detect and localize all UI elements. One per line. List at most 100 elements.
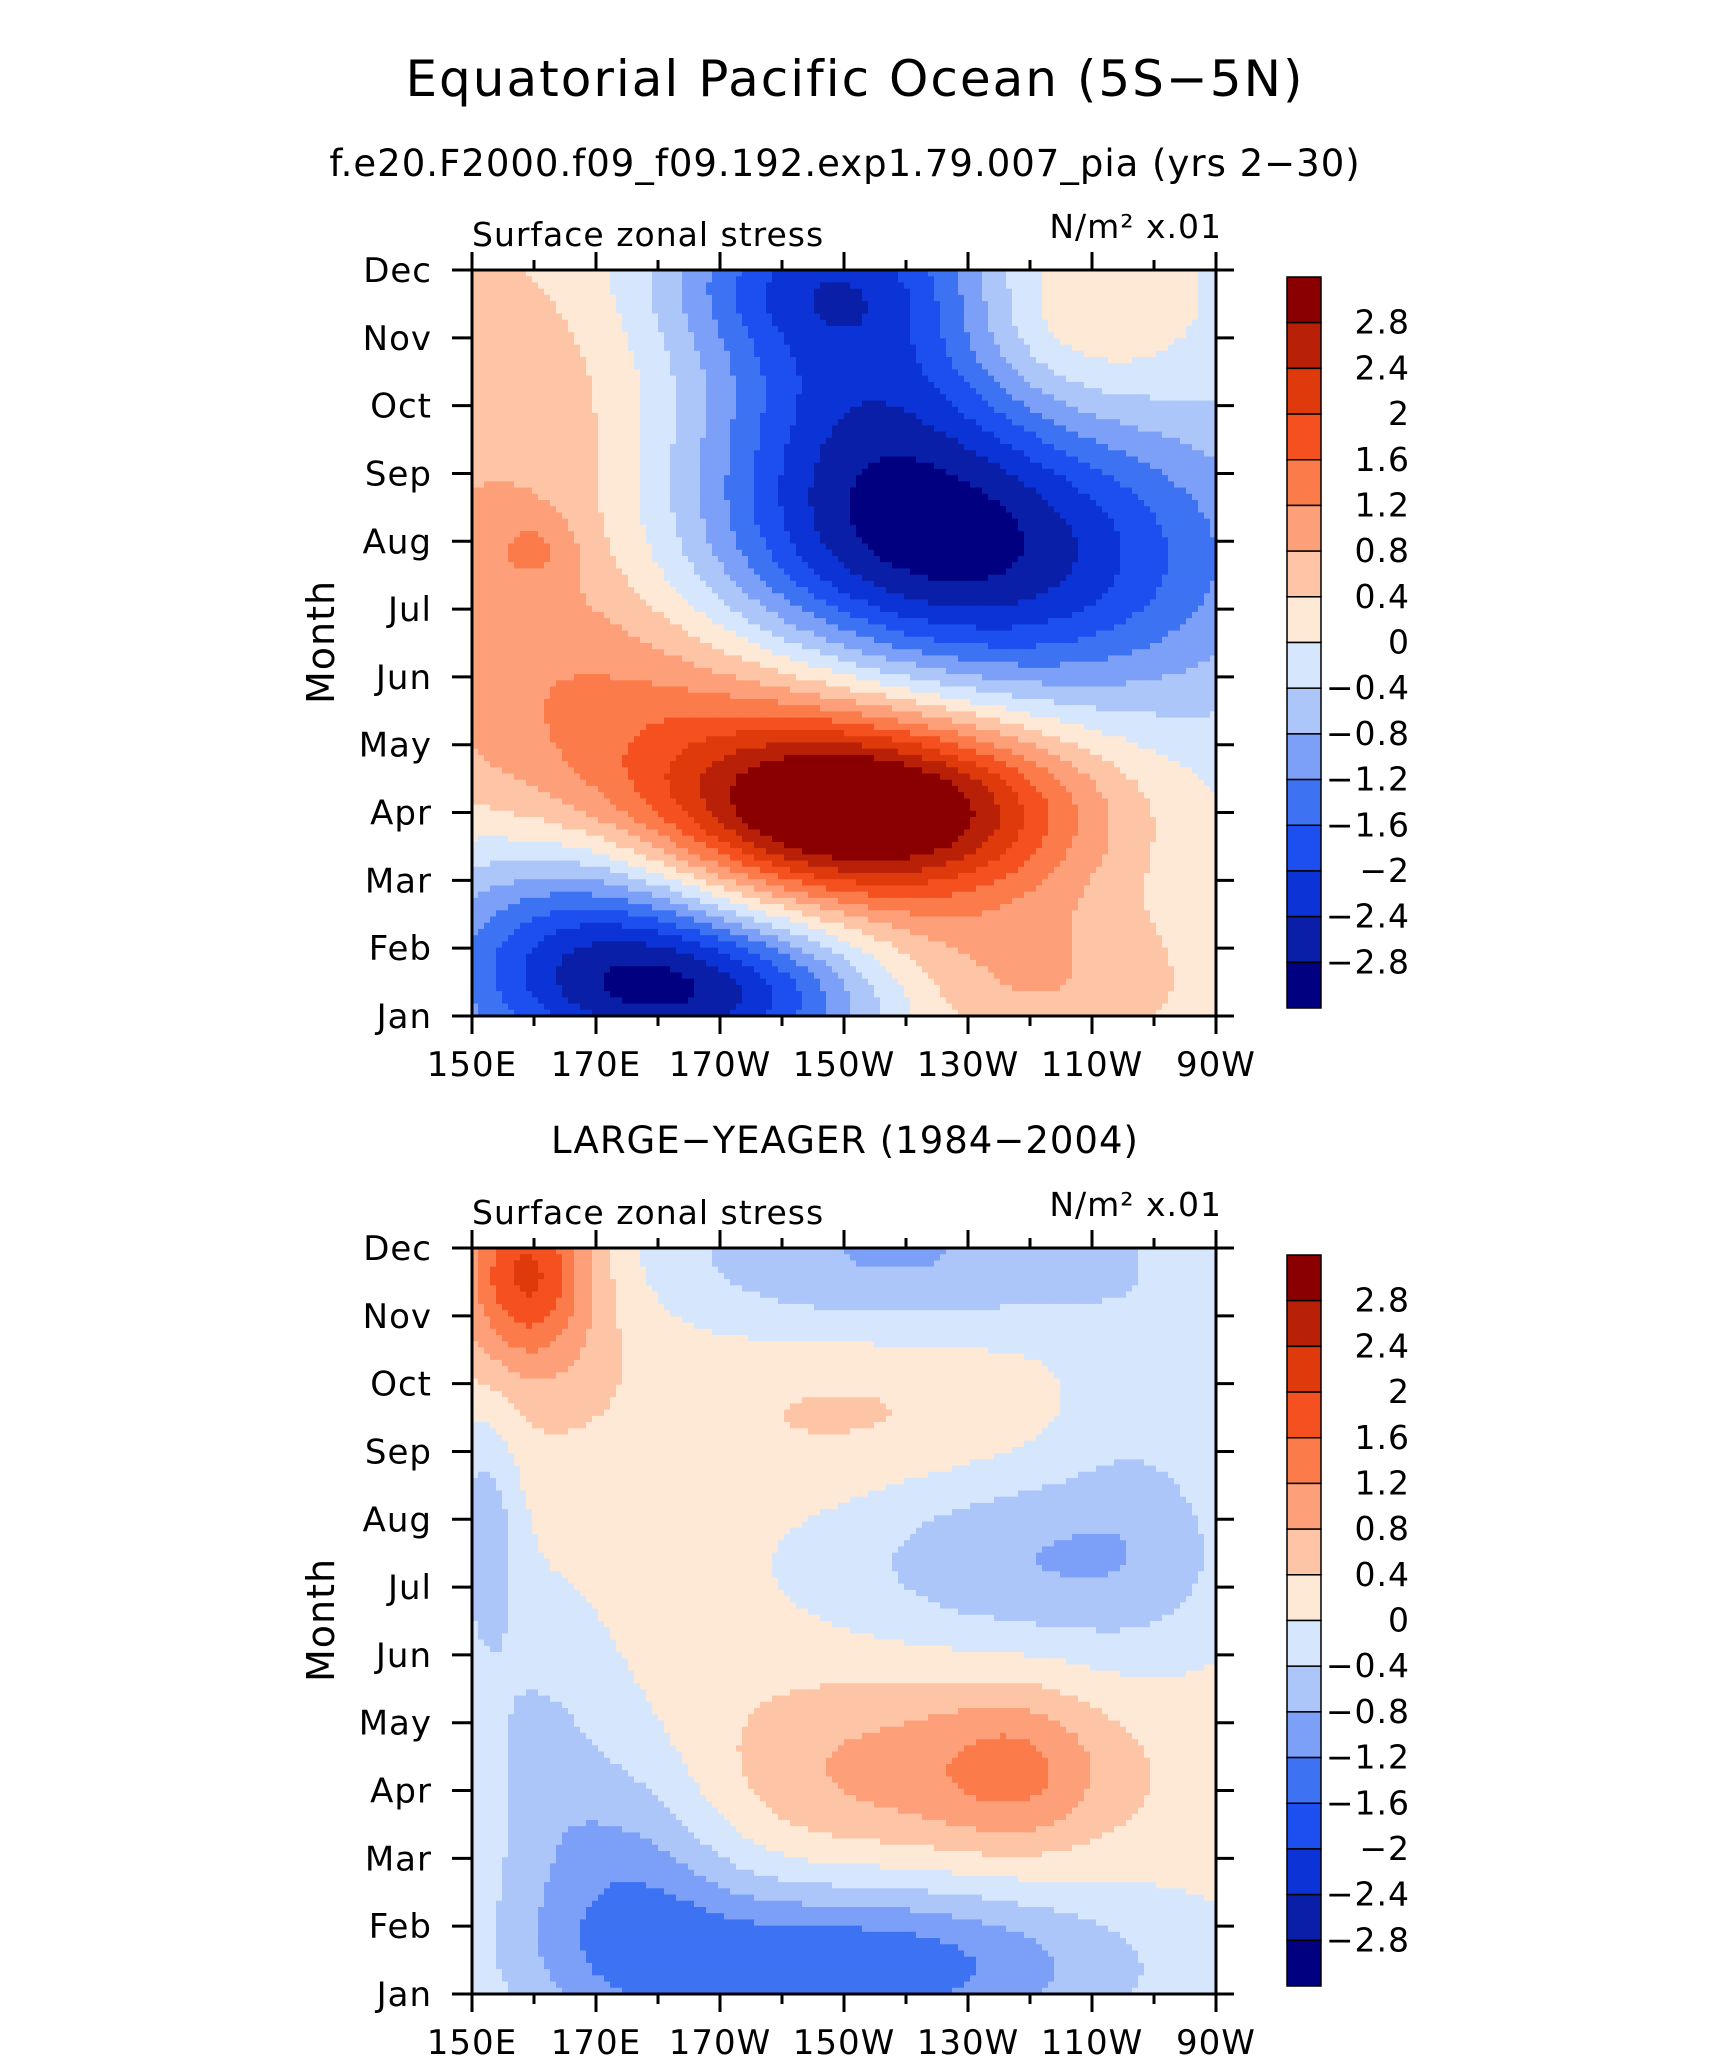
heatmap-cell — [1102, 450, 1109, 457]
heatmap-cell — [1012, 388, 1019, 395]
heatmap-cell — [532, 444, 539, 451]
heatmap-cell — [1012, 494, 1019, 501]
heatmap-cell — [1066, 382, 1073, 389]
heatmap-cell — [874, 450, 881, 457]
heatmap-cell — [868, 450, 875, 457]
heatmap-cell — [1096, 276, 1103, 283]
heatmap-cell — [1120, 326, 1127, 333]
heatmap-cell — [1012, 488, 1019, 495]
heatmap-cell — [538, 332, 545, 339]
heatmap-cell — [574, 307, 581, 314]
heatmap-cell — [496, 338, 503, 345]
heatmap-cell — [808, 444, 815, 451]
heatmap-cell — [958, 419, 965, 426]
heatmap-cell — [994, 407, 1001, 414]
heatmap-cell — [574, 314, 581, 321]
heatmap-cell — [1108, 345, 1115, 352]
heatmap-cell — [688, 345, 695, 352]
heatmap-cell — [832, 463, 839, 470]
heatmap-cell — [934, 357, 941, 364]
heatmap-cell — [742, 295, 749, 302]
heatmap-cell — [970, 432, 977, 439]
heatmap-cell — [1024, 382, 1031, 389]
heatmap-cell — [820, 450, 827, 457]
heatmap-cell — [1018, 488, 1025, 495]
heatmap-cell — [742, 488, 749, 495]
heatmap-cell — [874, 338, 881, 345]
heatmap-cell — [754, 282, 761, 289]
heatmap-cell — [760, 338, 767, 345]
heatmap-cell — [1114, 419, 1121, 426]
heatmap-cell — [1066, 494, 1073, 501]
heatmap-cell — [868, 469, 875, 476]
heatmap-cell — [880, 276, 887, 283]
heatmap-cell — [1030, 407, 1037, 414]
heatmap-cell — [1084, 307, 1091, 314]
heatmap-cell — [1162, 394, 1169, 401]
heatmap-cell — [688, 469, 695, 476]
heatmap-cell — [568, 363, 575, 370]
heatmap-cell — [628, 382, 635, 389]
heatmap-cell — [1018, 276, 1025, 283]
heatmap-cell — [1078, 357, 1085, 364]
heatmap-cell — [676, 357, 683, 364]
heatmap-cell — [712, 494, 719, 501]
heatmap-cell — [880, 475, 887, 482]
heatmap-cell — [820, 407, 827, 414]
heatmap-cell — [538, 394, 545, 401]
heatmap-cell — [1006, 320, 1013, 327]
heatmap-cell — [874, 469, 881, 476]
heatmap-cell — [1156, 345, 1163, 352]
heatmap-cell — [634, 438, 641, 445]
heatmap-cell — [1180, 481, 1187, 488]
heatmap-cell — [856, 419, 863, 426]
heatmap-cell — [820, 438, 827, 445]
heatmap-cell — [1144, 307, 1151, 314]
heatmap-cell — [670, 481, 677, 488]
heatmap-cell — [1108, 475, 1115, 482]
heatmap-cell — [1180, 326, 1187, 333]
heatmap-cell — [1180, 388, 1187, 395]
heatmap-cell — [622, 494, 629, 501]
heatmap-cell — [652, 413, 659, 420]
heatmap-cell — [1060, 345, 1067, 352]
heatmap-cell — [772, 432, 779, 439]
heatmap-cell — [562, 407, 569, 414]
heatmap-cell — [958, 289, 965, 296]
heatmap-cell — [526, 494, 533, 501]
heatmap-cell — [592, 419, 599, 426]
heatmap-cell — [616, 351, 623, 358]
heatmap-cell — [586, 363, 593, 370]
heatmap-cell — [514, 357, 521, 364]
heatmap-cell — [1048, 276, 1055, 283]
heatmap-cell — [1042, 425, 1049, 432]
heatmap-cell — [700, 438, 707, 445]
heatmap-cell — [1168, 314, 1175, 321]
heatmap-cell — [586, 332, 593, 339]
heatmap-cell — [1090, 382, 1097, 389]
heatmap-cell — [1048, 425, 1055, 432]
heatmap-cell — [1120, 463, 1127, 470]
heatmap-cell — [736, 332, 743, 339]
heatmap-cell — [766, 450, 773, 457]
heatmap-cell — [772, 338, 779, 345]
heatmap-cell — [760, 488, 767, 495]
heatmap-cell — [1192, 314, 1199, 321]
heatmap-cell — [706, 295, 713, 302]
heatmap-cell — [1108, 295, 1115, 302]
heatmap-cell — [1096, 301, 1103, 308]
heatmap-cell — [1030, 301, 1037, 308]
heatmap-cell — [1102, 345, 1109, 352]
heatmap-cell — [592, 463, 599, 470]
heatmap-cell — [634, 369, 641, 376]
heatmap-cell — [484, 320, 491, 327]
heatmap-cell — [766, 469, 773, 476]
heatmap-cell — [1042, 463, 1049, 470]
heatmap-cell — [508, 382, 515, 389]
heatmap-cell — [1156, 338, 1163, 345]
heatmap-cell — [712, 369, 719, 376]
heatmap-cell — [1012, 289, 1019, 296]
heatmap-cell — [700, 295, 707, 302]
heatmap-cell — [1000, 314, 1007, 321]
heatmap-cell — [838, 320, 845, 327]
